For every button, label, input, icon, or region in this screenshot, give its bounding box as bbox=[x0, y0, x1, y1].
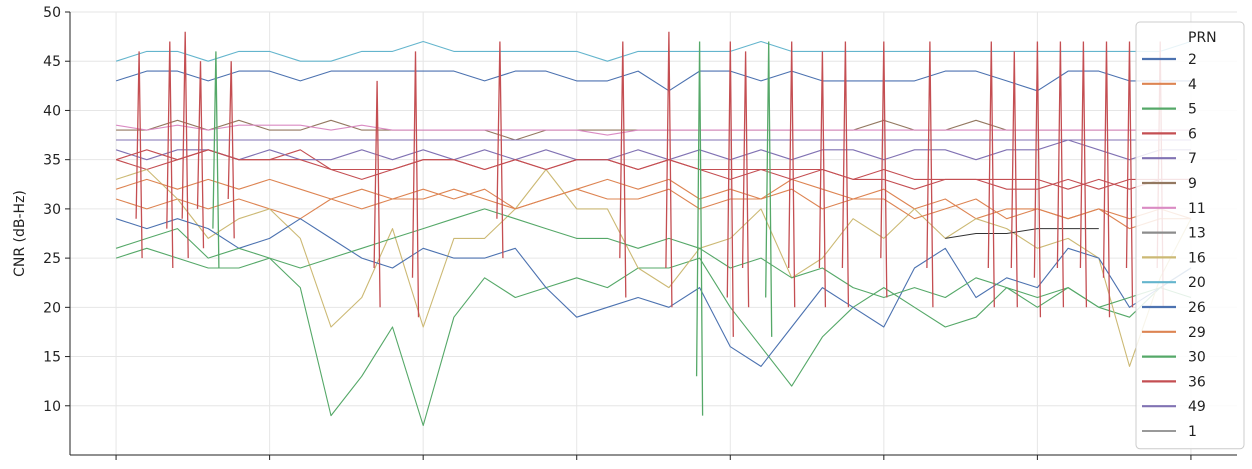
series-layer bbox=[115, 31, 1192, 427]
legend: PRN 2 4 5 6 7 9 11 13 16 20 26 29 30 36 49 1 bbox=[1135, 21, 1245, 450]
spike-line bbox=[926, 41, 934, 308]
legend-label-prn-4: 4 bbox=[1188, 77, 1197, 93]
series-line-prn-29 bbox=[115, 178, 1192, 220]
spike-line bbox=[1125, 41, 1134, 308]
spike-line bbox=[227, 61, 235, 239]
series-line-prn-4 bbox=[115, 178, 1191, 230]
series-line-prn-26 bbox=[115, 218, 1192, 367]
spike-line bbox=[181, 31, 189, 259]
y-tick-label: 45 bbox=[43, 54, 61, 70]
legend-label-prn-49: 49 bbox=[1188, 399, 1206, 415]
spike-line bbox=[1056, 41, 1065, 308]
spike-line bbox=[880, 41, 888, 298]
spike-line bbox=[1033, 41, 1042, 318]
spike-line bbox=[741, 51, 750, 308]
legend-label-prn-36: 36 bbox=[1188, 374, 1206, 390]
y-tick-label: 50 bbox=[43, 5, 61, 21]
series-line-prn-6 bbox=[115, 149, 1191, 190]
spike-line bbox=[841, 41, 850, 308]
y-tick-label: 30 bbox=[43, 202, 61, 218]
y-tick-label: 25 bbox=[43, 251, 61, 267]
legend-label-prn-1: 1 bbox=[1188, 424, 1197, 440]
y-tick-label: 20 bbox=[43, 300, 61, 316]
series-line-prn-11 bbox=[116, 124, 1191, 136]
legend-label-prn-29: 29 bbox=[1188, 325, 1206, 341]
spike-line bbox=[166, 41, 174, 269]
spike-line bbox=[496, 41, 504, 259]
legend-label-prn-13: 13 bbox=[1188, 226, 1206, 242]
y-tick-label: 15 bbox=[43, 350, 61, 366]
spike-line bbox=[726, 41, 734, 337]
series-line-prn-20 bbox=[115, 40, 1192, 62]
spike-line bbox=[1079, 41, 1088, 308]
legend-label-prn-11: 11 bbox=[1188, 201, 1206, 217]
y-tick-label: 40 bbox=[43, 103, 61, 119]
spike-line bbox=[695, 41, 704, 416]
legend-box bbox=[1135, 21, 1245, 450]
spike-line bbox=[1102, 41, 1111, 318]
series-line-prn-30 bbox=[115, 208, 1192, 308]
spike-line bbox=[135, 51, 143, 259]
legend-title: PRN bbox=[1188, 30, 1217, 46]
spike-line bbox=[373, 80, 381, 308]
spike-line bbox=[665, 31, 673, 308]
series-line-prn-2 bbox=[115, 70, 1191, 92]
spike-line bbox=[987, 41, 995, 308]
legend-label-prn-20: 20 bbox=[1188, 275, 1206, 291]
legend-label-prn-7: 7 bbox=[1188, 151, 1197, 167]
spike-line bbox=[818, 51, 827, 308]
y-tick-label: 35 bbox=[43, 153, 61, 169]
spike-line bbox=[196, 61, 205, 249]
legend-label-prn-16: 16 bbox=[1188, 250, 1206, 266]
legend-label-prn-5: 5 bbox=[1188, 102, 1197, 118]
series-line-prn-5 bbox=[115, 247, 1192, 427]
spike-line bbox=[619, 41, 627, 298]
series-line-prn-1 bbox=[945, 228, 1099, 239]
spike-line bbox=[788, 41, 796, 308]
legend-label-prn-6: 6 bbox=[1188, 126, 1197, 142]
series-line-prn-36 bbox=[115, 149, 1191, 190]
spike-line bbox=[765, 41, 773, 337]
legend-label-prn-30: 30 bbox=[1188, 350, 1206, 366]
y-tick-label: 10 bbox=[43, 399, 61, 415]
y-axis-title: CNR (dB-Hz) bbox=[12, 190, 28, 277]
spike-line bbox=[212, 51, 220, 269]
legend-label-prn-2: 2 bbox=[1188, 52, 1197, 68]
legend-label-prn-9: 9 bbox=[1188, 176, 1197, 192]
series-line-prn-7 bbox=[115, 139, 1191, 161]
legend-label-prn-26: 26 bbox=[1188, 300, 1206, 316]
spike-line bbox=[411, 51, 420, 318]
spike-line bbox=[1010, 51, 1018, 308]
